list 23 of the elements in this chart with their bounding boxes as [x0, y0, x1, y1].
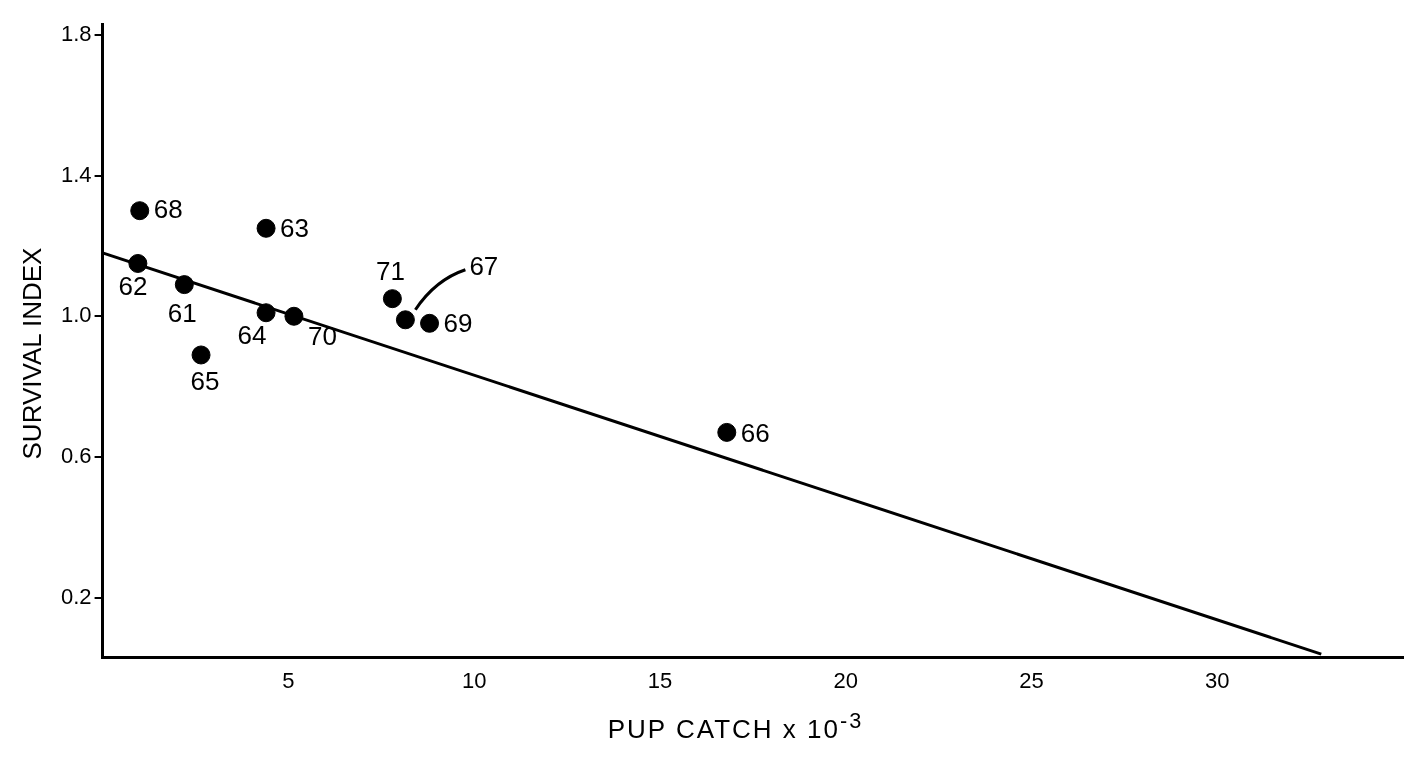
annotation: 66 — [740, 417, 770, 448]
x-tick-label: 10 — [461, 667, 487, 693]
annotation: 68 — [153, 193, 183, 224]
x-tick-label: 20 — [833, 667, 858, 693]
annotation: 69 — [443, 308, 473, 339]
y-tick-label: 1.0 — [60, 302, 92, 328]
y-tick-label: 0.6 — [60, 443, 92, 469]
annotation: 61 — [167, 297, 197, 328]
annotation: 65 — [190, 366, 220, 397]
x-axis-title: PUP CATCH x 10$^{-3}$ — [606, 708, 865, 745]
annotation: 62 — [118, 270, 148, 301]
x-tick-label: 5 — [282, 667, 295, 693]
y-tick-label: 1.4 — [60, 161, 92, 187]
y-axis-title: SURVIVAL INDEX — [17, 247, 49, 459]
annotation: 63 — [280, 213, 309, 244]
x-tick-label: 15 — [647, 667, 673, 693]
x-tick-label: 25 — [1019, 667, 1044, 693]
annotation: 71 — [375, 255, 405, 286]
x-tick-label: 30 — [1204, 667, 1230, 693]
annotation: 64 — [237, 319, 267, 350]
y-tick-label: 0.2 — [60, 583, 92, 609]
y-tick-label: 1.8 — [60, 20, 92, 46]
annotation: 67 — [469, 250, 499, 281]
